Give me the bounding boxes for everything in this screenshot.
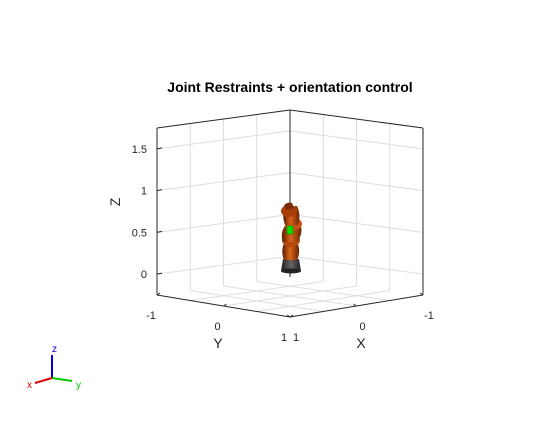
x-axis-label: X (356, 335, 366, 351)
z-tick-label: 0 (141, 269, 147, 281)
triad-x-line (35, 378, 52, 383)
z-tick-label: 1 (141, 186, 147, 198)
x-tick-label: -1 (424, 310, 434, 322)
y-axis-label: Y (213, 335, 223, 351)
z-tick-label: 1.5 (132, 144, 147, 156)
chart-title: Joint Restraints + orientation control (167, 79, 412, 95)
triad-y-line (52, 378, 72, 381)
orientation-triad: z y x (27, 344, 81, 391)
y-tick-label: 1 (281, 332, 287, 344)
x-tick-label: 0 (359, 321, 365, 333)
triad-y-label: y (76, 380, 81, 391)
y-tick-label: 0 (214, 321, 220, 333)
y-tick-label: -1 (146, 310, 156, 322)
robot-model[interactable] (281, 203, 302, 274)
robot-base-foot (281, 269, 301, 274)
triad-x-label: x (27, 380, 32, 391)
z-axis-label: Z (107, 197, 123, 206)
end-effector-marker (287, 226, 293, 234)
x-tick-label: 1 (293, 332, 299, 344)
triad-z-label: z (52, 344, 57, 355)
z-tick-label: 0.5 (132, 227, 147, 239)
